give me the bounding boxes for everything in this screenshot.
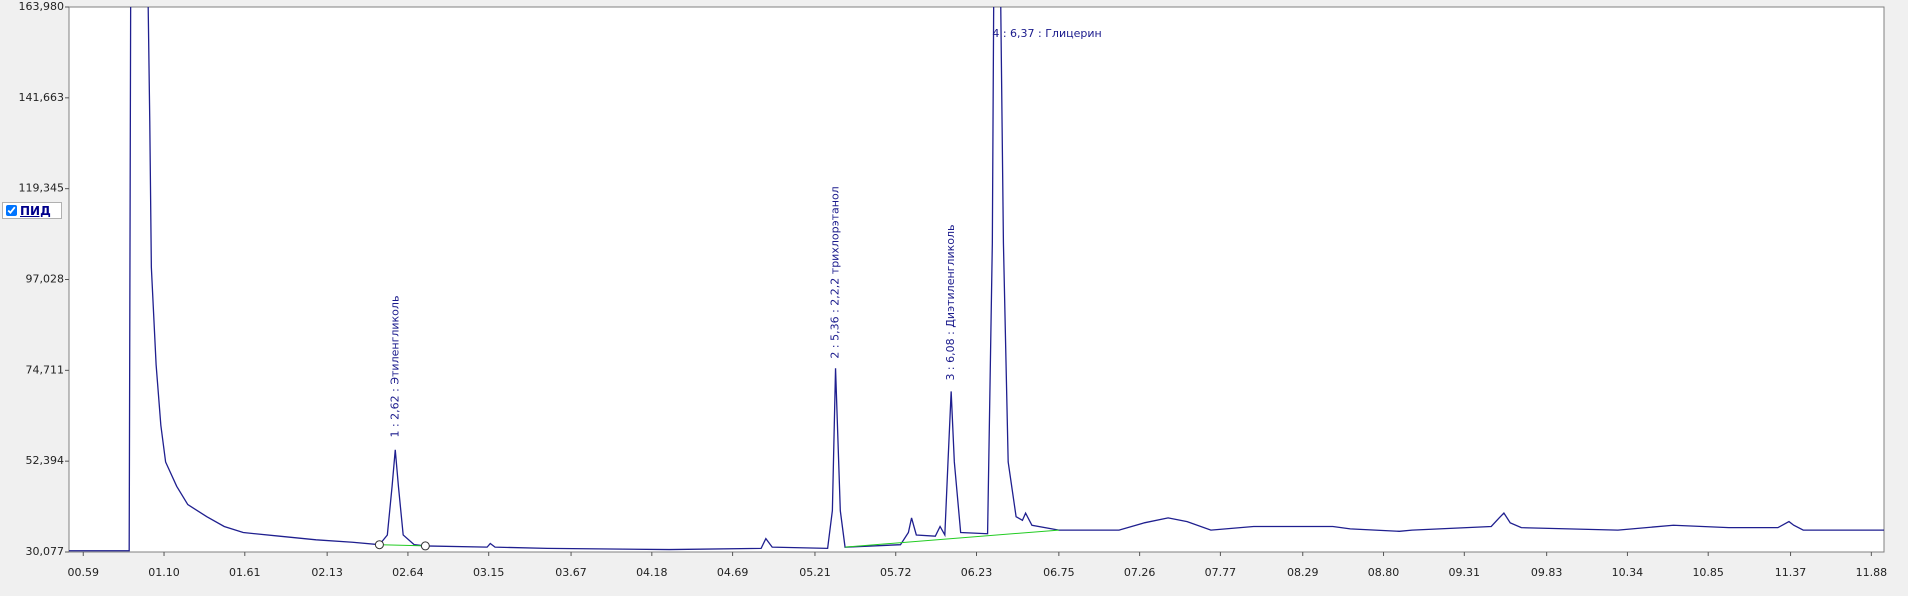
plot-area	[68, 6, 1885, 553]
x-tick-label: 10.85	[1692, 566, 1724, 579]
integration-baseline	[845, 529, 1059, 548]
legend-label[interactable]: ПИД	[20, 203, 51, 218]
x-tick-label: 11.88	[1856, 566, 1888, 579]
peak-annotation: 3 : 6,08 : Диэтиленгликоль	[944, 224, 957, 380]
baseline-marker	[420, 541, 430, 551]
x-tick-label: 05.72	[880, 566, 912, 579]
trace	[69, 7, 1884, 552]
x-tick-label: 02.64	[392, 566, 424, 579]
baseline-marker	[374, 540, 384, 550]
x-tick-label: 03.15	[473, 566, 505, 579]
integration-baseline	[379, 544, 426, 547]
x-tick-label: 04.69	[717, 566, 749, 579]
y-tick-label: 163,980	[19, 0, 65, 13]
peak-annotation: 1 : 2,62 : Этиленгликоль	[388, 296, 401, 438]
x-tick-label: 06.23	[961, 566, 993, 579]
y-tick-label: 141,663	[19, 91, 65, 104]
legend-checkbox[interactable]: ПИД	[2, 202, 62, 219]
y-tick-label: 97,028	[26, 273, 65, 286]
x-tick-label: 04.18	[636, 566, 668, 579]
x-tick-label: 05.21	[799, 566, 831, 579]
x-tick-label: 08.80	[1368, 566, 1400, 579]
x-tick-label: 01.10	[148, 566, 180, 579]
y-tick-label: 119,345	[19, 182, 65, 195]
x-tick-label: 03.67	[555, 566, 587, 579]
x-tick-label: 01.61	[229, 566, 261, 579]
y-tick-label: 30,077	[26, 545, 65, 558]
x-tick-label: 08.29	[1287, 566, 1319, 579]
peak-annotation: 2 : 5,36 : 2,2,2 трихлорэтанол	[829, 186, 842, 358]
checkbox[interactable]	[6, 205, 17, 216]
x-tick-label: 11.37	[1775, 566, 1807, 579]
x-tick-label: 00.59	[68, 566, 100, 579]
x-tick-label: 09.83	[1531, 566, 1563, 579]
x-tick-label: 02.13	[311, 566, 343, 579]
peak-annotation: 4 : 6,37 : Глицерин	[992, 27, 1101, 40]
x-tick-label: 10.34	[1612, 566, 1644, 579]
y-tick-label: 74,711	[26, 363, 65, 376]
x-tick-label: 09.31	[1449, 566, 1481, 579]
x-tick-label: 07.26	[1124, 566, 1156, 579]
y-tick-label: 52,394	[26, 454, 65, 467]
x-tick-label: 07.77	[1205, 566, 1237, 579]
x-tick-label: 06.75	[1043, 566, 1075, 579]
